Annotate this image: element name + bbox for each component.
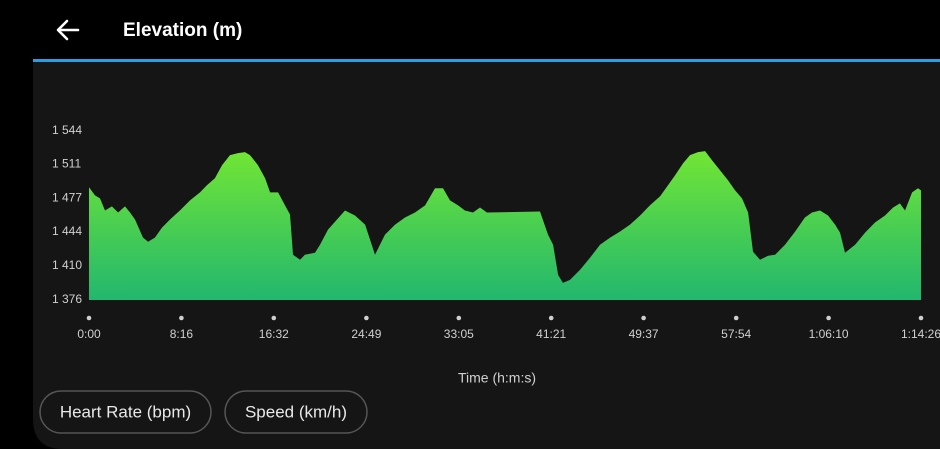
heart-rate-button[interactable]: Heart Rate (bpm) [39, 390, 212, 434]
y-tick-label: 1 444 [52, 224, 82, 238]
x-tick-dot [548, 315, 554, 321]
y-tick-label: 1 477 [52, 191, 82, 205]
x-tick-label: 41:21 [536, 327, 566, 341]
elevation-area [89, 151, 921, 300]
x-tick-label: 0:00 [77, 327, 101, 341]
x-tick-dot [271, 315, 277, 321]
x-tick-label: 57:54 [721, 327, 751, 341]
x-axis-label: Time (h:m:s) [458, 370, 536, 386]
plot: 1 376 1 410 1 444 1 477 1 511 1 544 0:00 8:16 16… [52, 123, 940, 341]
x-tick-label: 8:16 [170, 327, 194, 341]
y-tick-label: 1 376 [52, 292, 82, 306]
x-tick-dot [918, 315, 924, 321]
x-tick-label: 24:49 [351, 327, 381, 341]
y-tick-label: 1 410 [52, 258, 82, 272]
button-label: Speed (km/h) [245, 402, 347, 421]
back-button[interactable] [56, 19, 80, 41]
y-tick-label: 1 511 [52, 156, 81, 170]
x-tick-dot [86, 315, 92, 321]
x-tick-dot [641, 315, 646, 321]
speed-button[interactable]: Speed (km/h) [224, 390, 368, 434]
x-tick-dot [364, 315, 369, 321]
x-tick-label: 49:37 [629, 327, 659, 341]
x-tick-dot [179, 315, 184, 321]
pill [224, 390, 368, 434]
x-tick-label: 1:06:10 [809, 327, 849, 341]
back-arrow [56, 19, 80, 41]
page-title: Elevation (m) [123, 20, 242, 41]
x-tick-dot [733, 315, 739, 321]
x-tick-label: 33:05 [444, 327, 474, 341]
pill [39, 390, 212, 434]
y-tick-label: 1 544 [52, 123, 82, 137]
x-tick-label: 1:14:26 [901, 327, 940, 341]
button-label: Heart Rate (bpm) [60, 402, 191, 421]
x-tick-dot [826, 315, 831, 321]
header-divider [33, 59, 940, 62]
x-tick-dot [456, 315, 462, 321]
x-tick-label: 16:32 [259, 327, 289, 341]
